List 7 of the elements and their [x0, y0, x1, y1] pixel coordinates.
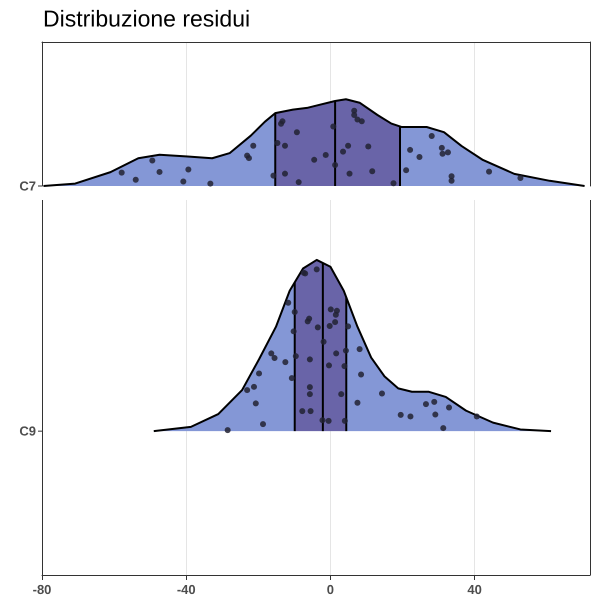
x-tick-label: 40	[467, 582, 482, 597]
chart-title: Distribuzione residui	[43, 6, 250, 32]
legend-label: C7	[19, 178, 36, 194]
x-tick-label: -80	[32, 582, 52, 597]
x-tick-label: 0	[326, 582, 334, 597]
x-tick-label: -40	[176, 582, 196, 597]
legend-label: C9	[19, 424, 36, 439]
